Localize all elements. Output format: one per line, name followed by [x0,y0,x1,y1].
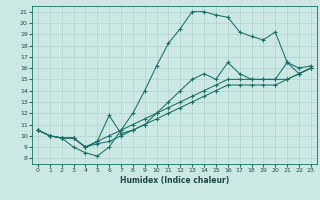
X-axis label: Humidex (Indice chaleur): Humidex (Indice chaleur) [120,176,229,185]
